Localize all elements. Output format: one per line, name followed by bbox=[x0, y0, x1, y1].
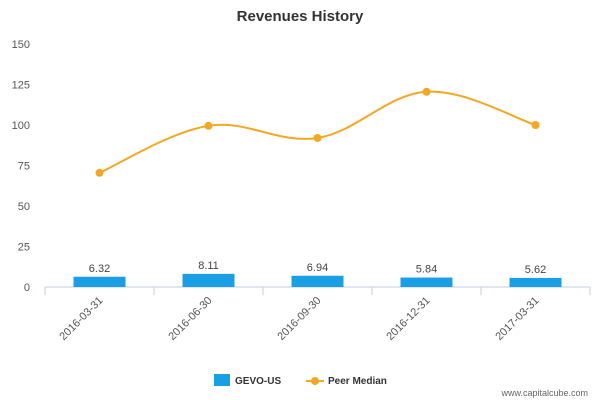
bar-data-label: 6.94 bbox=[307, 262, 328, 274]
y-tick-label: 50 bbox=[18, 201, 30, 213]
y-tick-label: 25 bbox=[18, 242, 30, 254]
bar-data-labels: 6.32 8.11 6.94 5.84 5.62 bbox=[89, 260, 546, 276]
x-tick-label: 2016-09-30 bbox=[275, 295, 323, 343]
y-tick-label: 150 bbox=[12, 39, 30, 51]
x-tick-label: 2016-03-31 bbox=[57, 295, 105, 343]
peer-median-series bbox=[95, 87, 540, 177]
bar bbox=[400, 277, 453, 287]
peer-median-point bbox=[313, 133, 322, 142]
legend-swatch-gevo bbox=[214, 374, 230, 386]
peer-median-point bbox=[95, 168, 104, 177]
peer-median-point bbox=[422, 87, 431, 96]
bar-data-label: 5.62 bbox=[525, 264, 546, 276]
peer-median-point bbox=[204, 121, 213, 130]
bar-series bbox=[73, 273, 562, 287]
bar-data-label: 5.84 bbox=[416, 264, 437, 276]
y-tick-label: 0 bbox=[24, 282, 30, 294]
bar-data-label: 6.32 bbox=[89, 263, 110, 275]
y-tick-label: 75 bbox=[18, 161, 30, 173]
y-tick-label: 100 bbox=[12, 120, 30, 132]
chart-title: Revenues History bbox=[237, 8, 364, 25]
y-axis: 0 25 50 75 100 125 150 bbox=[12, 39, 30, 294]
x-axis: 2016-03-31 2016-06-30 2016-09-30 2016-12-31… bbox=[44, 286, 591, 343]
bar bbox=[182, 273, 235, 287]
credit-text: www.capitalcube.com bbox=[500, 388, 588, 398]
legend-label-peer: Peer Median bbox=[328, 376, 387, 387]
bar bbox=[291, 275, 344, 287]
bar-data-label: 8.11 bbox=[198, 260, 219, 272]
legend-label-gevo: GEVO-US bbox=[235, 376, 281, 387]
x-tick-label: 2016-06-30 bbox=[166, 295, 214, 343]
legend: GEVO-US Peer Median bbox=[214, 374, 387, 387]
peer-median-line bbox=[99, 90, 536, 174]
bar bbox=[509, 277, 562, 287]
x-tick-label: 2016-12-31 bbox=[384, 295, 432, 343]
peer-median-point bbox=[531, 121, 540, 129]
legend-marker-peer bbox=[311, 377, 319, 385]
y-tick-label: 125 bbox=[12, 80, 30, 92]
bar bbox=[73, 276, 126, 287]
x-tick-label: 2017-03-31 bbox=[493, 295, 541, 343]
